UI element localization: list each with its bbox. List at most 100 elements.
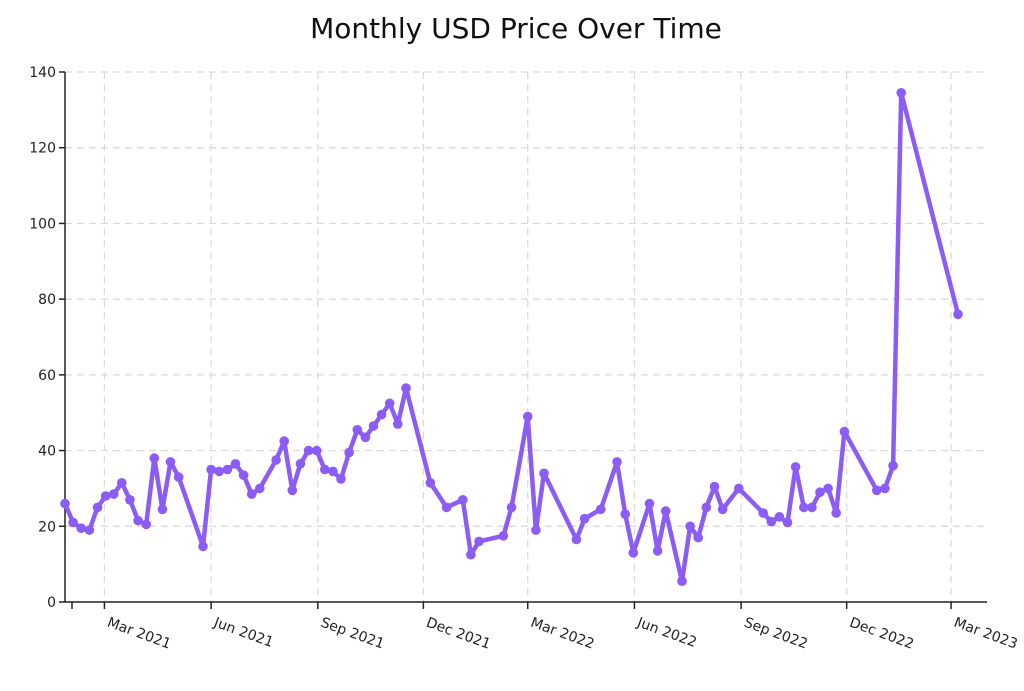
data-point	[393, 419, 403, 429]
data-point	[758, 508, 768, 518]
data-point	[799, 502, 809, 513]
data-point	[531, 525, 541, 535]
data-point	[717, 504, 728, 515]
data-point	[506, 502, 517, 513]
data-point	[896, 88, 906, 98]
y-tick-label: 120	[29, 141, 56, 157]
data-point	[782, 517, 793, 528]
data-point	[173, 472, 184, 482]
data-point	[474, 536, 484, 547]
data-point	[222, 464, 233, 475]
data-point	[344, 447, 354, 458]
x-tick-label: Sep 2022	[742, 615, 810, 653]
y-tick-label: 20	[38, 519, 56, 535]
data-point	[230, 459, 241, 469]
data-point	[953, 309, 963, 320]
data-point	[157, 504, 168, 515]
x-tick-label: Mar 2022	[528, 615, 596, 653]
chart-title: Monthly USD Price Over Time	[310, 12, 722, 45]
data-point	[60, 498, 70, 509]
data-point	[880, 483, 890, 494]
data-point	[441, 502, 452, 513]
y-tick-label: 140	[29, 65, 56, 81]
data-point	[238, 470, 249, 481]
data-point	[888, 460, 898, 471]
data-point	[685, 521, 695, 532]
data-point	[368, 421, 379, 431]
x-tick-label: Dec 2022	[847, 615, 916, 653]
data-point	[295, 459, 306, 469]
data-point	[709, 481, 720, 492]
x-tick-label: Jun 2022	[634, 614, 699, 651]
data-point	[117, 478, 127, 488]
y-tick-label: 60	[38, 368, 56, 384]
data-point	[815, 487, 825, 498]
data-point	[425, 478, 436, 488]
x-tick-label: Jun 2021	[211, 614, 276, 651]
data-point	[807, 502, 817, 513]
data-point	[328, 466, 338, 477]
data-point	[774, 512, 785, 522]
data-point	[84, 525, 95, 535]
data-point	[198, 541, 208, 552]
x-tick-label: Sep 2021	[318, 615, 386, 653]
data-point	[596, 504, 606, 515]
data-point	[320, 464, 330, 475]
data-point	[214, 466, 224, 477]
data-point	[92, 502, 103, 513]
data-point	[652, 546, 663, 556]
data-point	[360, 432, 371, 443]
data-point	[790, 462, 801, 472]
data-point	[303, 445, 314, 456]
data-point	[271, 455, 281, 465]
data-point	[287, 485, 298, 496]
data-point	[76, 523, 86, 533]
y-tick-label: 100	[29, 216, 56, 232]
data-point	[384, 398, 395, 409]
data-point	[108, 489, 119, 499]
data-point	[401, 383, 411, 393]
data-point	[839, 426, 850, 437]
data-point	[336, 474, 346, 484]
data-point	[872, 485, 882, 496]
data-point	[246, 489, 257, 499]
data-point	[141, 519, 151, 530]
data-point	[612, 457, 622, 467]
axes: 0 20 40 60 80 100 120 140 Mar 2021 Jun 2021 Sep 20…	[29, 65, 1019, 653]
series	[60, 88, 963, 586]
x-tick-label: Mar 2023	[952, 615, 1020, 653]
data-point	[311, 445, 322, 456]
data-point	[458, 495, 468, 505]
data-point	[165, 457, 176, 467]
y-tick-label: 40	[38, 444, 56, 460]
data-point	[68, 517, 78, 528]
data-point	[644, 498, 655, 509]
y-tick-label: 80	[38, 292, 56, 308]
data-point	[206, 464, 216, 475]
data-point	[376, 409, 387, 420]
data-point	[125, 495, 135, 505]
data-point	[466, 549, 476, 560]
data-point	[734, 483, 744, 494]
grid-lines	[65, 71, 987, 602]
data-point	[498, 531, 509, 541]
data-point	[254, 483, 265, 494]
x-tick-label: Mar 2021	[105, 615, 173, 653]
data-point	[133, 515, 143, 526]
data-point	[620, 509, 630, 519]
data-point	[279, 436, 290, 446]
data-point	[766, 516, 777, 527]
data-point	[352, 425, 363, 435]
data-point	[660, 506, 671, 516]
data-point	[579, 513, 590, 524]
data-point	[628, 548, 639, 558]
data-point	[149, 453, 160, 463]
data-point	[823, 483, 833, 494]
data-point	[539, 468, 549, 479]
data-point	[693, 532, 703, 543]
data-point	[701, 502, 712, 513]
y-tick-label: 0	[47, 595, 56, 611]
data-point	[677, 576, 687, 586]
